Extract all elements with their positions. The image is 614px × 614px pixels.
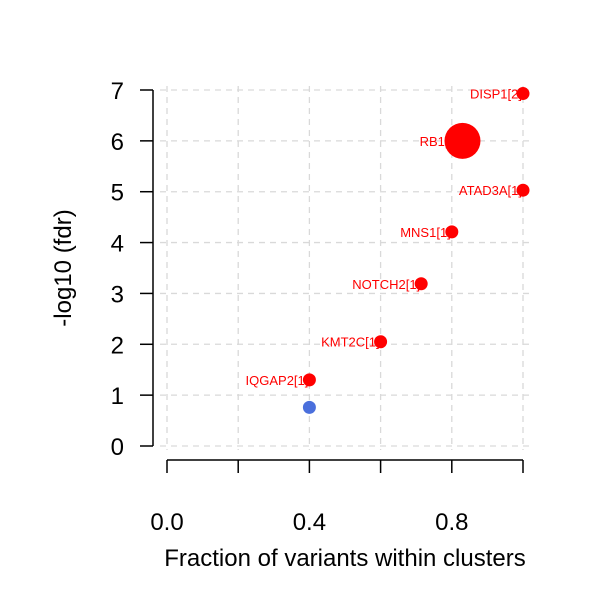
y-tick-label-0: 0 [111, 434, 124, 461]
x-tick-label-0: 0.0 [150, 509, 183, 536]
data-point-5 [374, 335, 388, 349]
axes: 0 1 2 3 4 5 6 7 0.0 0.4 0.8 [111, 78, 524, 536]
data-points [302, 87, 530, 414]
y-tick-label-6: 6 [111, 129, 124, 156]
y-axis-title: -log10 (fdr) [50, 209, 77, 326]
x-axis-title: Fraction of variants within clusters [164, 545, 525, 572]
point-label-5: KMT2C[1] [321, 335, 380, 350]
point-label-1: RB1[ [420, 134, 449, 149]
y-tick-label-3: 3 [111, 281, 124, 308]
point-labels: DISP1[2] RB1[ ATAD3A[1] MNS1[1] NOTCH2[1] KMT… [246, 87, 522, 388]
data-point-7 [302, 400, 316, 414]
data-point-1 [444, 122, 481, 159]
data-point-4 [414, 277, 428, 291]
x-tick-label-2: 0.4 [293, 509, 326, 536]
data-point-0 [516, 87, 530, 101]
x-tick-label-4: 0.8 [435, 509, 468, 536]
point-label-3: MNS1[1] [400, 225, 451, 240]
data-point-2 [516, 183, 530, 197]
point-label-4: NOTCH2[1] [352, 277, 420, 292]
point-label-0: DISP1[2] [470, 87, 522, 102]
y-tick-label-1: 1 [111, 383, 124, 410]
y-tick-label-2: 2 [111, 332, 124, 359]
data-point-3 [445, 225, 459, 239]
point-label-2: ATAD3A[1] [459, 183, 522, 198]
point-label-6: IQGAP2[1] [246, 373, 309, 388]
y-tick-label-4: 4 [111, 231, 124, 258]
y-tick-label-5: 5 [111, 180, 124, 207]
y-tick-label-7: 7 [111, 78, 124, 105]
data-point-6 [302, 373, 316, 387]
